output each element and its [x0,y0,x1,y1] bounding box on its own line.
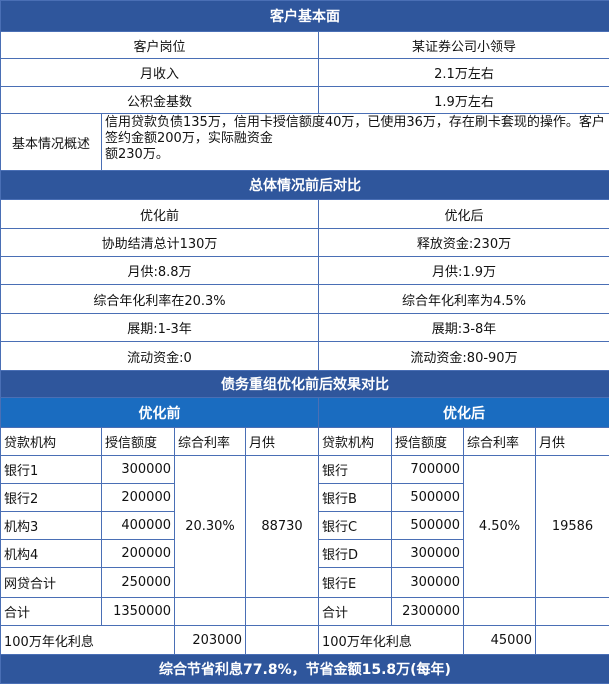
amount-cell: 700000 [392,456,464,484]
after-cell: 释放资金:230万 [319,229,609,257]
lender-cell: 银行E [319,568,392,598]
empty-cell [246,626,319,655]
lender-cell: 银行B [319,484,392,512]
after-rate: 4.50% [464,456,536,598]
empty-cell [246,598,319,626]
before-monthly: 88730 [246,456,319,598]
col-header: 授信额度 [392,428,464,456]
empty-cell [536,626,609,655]
after-cell: 综合年化利率为4.5% [319,285,609,314]
before-total: 1350000 [102,598,175,626]
lender-cell: 机构4 [1,540,102,568]
amount-cell: 250000 [102,568,175,598]
after-interest-label: 100万年化利息 [319,626,464,655]
col-header: 综合利率 [464,428,536,456]
summary-line: 信用贷款负债135万，信用卡授信额度40万，已使用36万，存在刷卡套现的操作。客… [105,115,605,146]
after-total: 2300000 [392,598,464,626]
summary-text: 信用贷款负债135万，信用卡授信额度40万，已使用36万，存在刷卡套现的操作。客… [102,114,609,171]
lender-cell: 银行2 [1,484,102,512]
after-total-label: 合计 [319,598,392,626]
section3-title: 债务重组优化前后效果对比 [1,371,609,398]
lender-cell: 银行1 [1,456,102,484]
lender-cell: 银行 [319,456,392,484]
empty-cell [536,598,609,626]
summary-label: 基本情况概述 [1,114,102,171]
lender-cell: 机构3 [1,512,102,540]
amount-cell: 500000 [392,484,464,512]
before-cell: 流动资金:0 [1,342,319,371]
amount-cell: 300000 [392,568,464,598]
savings-footer: 综合节省利息77.8%，节省金额15.8万(每年) [1,655,609,684]
before-cell: 优化前 [1,200,319,229]
col-header: 月供 [246,428,319,456]
before-interest: 203000 [175,626,246,655]
section2-title: 总体情况前后对比 [1,171,609,200]
section1-title: 客户基本面 [1,1,609,32]
label-cell: 公积金基数 [1,87,319,114]
after-cell: 优化后 [319,200,609,229]
amount-cell: 200000 [102,484,175,512]
after-label: 优化后 [319,398,609,428]
label-cell: 客户岗位 [1,32,319,59]
col-header: 授信额度 [102,428,175,456]
before-cell: 展期:1-3年 [1,314,319,342]
lender-cell: 银行C [319,512,392,540]
after-cell: 月供:1.9万 [319,257,609,285]
value-cell: 某证券公司小领导 [319,32,609,59]
before-total-label: 合计 [1,598,102,626]
col-header: 贷款机构 [1,428,102,456]
amount-cell: 300000 [102,456,175,484]
col-header: 贷款机构 [319,428,392,456]
value-cell: 1.9万左右 [319,87,609,114]
summary-line: 额230万。 [105,147,169,162]
before-label: 优化前 [1,398,319,428]
lender-cell: 网贷合计 [1,568,102,598]
amount-cell: 200000 [102,540,175,568]
col-header: 综合利率 [175,428,246,456]
amount-cell: 400000 [102,512,175,540]
lender-cell: 银行D [319,540,392,568]
amount-cell: 300000 [392,540,464,568]
after-interest: 45000 [464,626,536,655]
before-rate: 20.30% [175,456,246,598]
label-cell: 月收入 [1,59,319,87]
after-cell: 展期:3-8年 [319,314,609,342]
before-cell: 月供:8.8万 [1,257,319,285]
col-header: 月供 [536,428,609,456]
before-cell: 协助结清总计130万 [1,229,319,257]
after-monthly: 19586 [536,456,609,598]
empty-cell [175,598,246,626]
amount-cell: 500000 [392,512,464,540]
before-interest-label: 100万年化利息 [1,626,175,655]
before-cell: 综合年化利率在20.3% [1,285,319,314]
after-cell: 流动资金:80-90万 [319,342,609,371]
empty-cell [464,598,536,626]
value-cell: 2.1万左右 [319,59,609,87]
